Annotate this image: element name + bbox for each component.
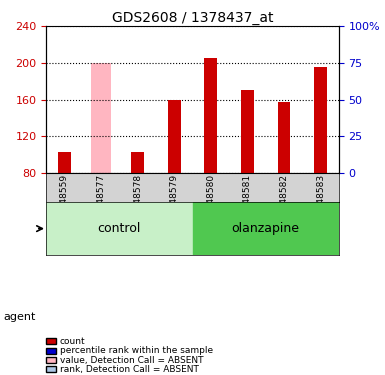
Bar — [192, 202, 339, 255]
Text: GSM48579: GSM48579 — [170, 174, 179, 223]
Text: olanzapine: olanzapine — [232, 222, 300, 235]
Text: GSM48559: GSM48559 — [60, 174, 69, 223]
Text: count: count — [60, 337, 85, 346]
Text: value, Detection Call = ABSENT: value, Detection Call = ABSENT — [60, 356, 203, 364]
Text: GSM48583: GSM48583 — [316, 174, 325, 223]
Text: GSM48582: GSM48582 — [280, 174, 288, 223]
Bar — [241, 90, 254, 173]
Text: control: control — [98, 222, 141, 235]
Text: GSM48581: GSM48581 — [243, 174, 252, 223]
Bar — [131, 152, 144, 173]
Text: GDS2608 / 1378437_at: GDS2608 / 1378437_at — [112, 11, 273, 25]
Bar — [314, 67, 327, 173]
Bar — [278, 102, 290, 173]
Text: GSM48578: GSM48578 — [133, 174, 142, 223]
Text: GSM48580: GSM48580 — [206, 174, 215, 223]
Text: percentile rank within the sample: percentile rank within the sample — [60, 346, 213, 355]
Bar — [168, 100, 181, 173]
Bar — [92, 63, 110, 173]
Text: rank, Detection Call = ABSENT: rank, Detection Call = ABSENT — [60, 365, 199, 374]
Bar — [204, 58, 217, 173]
Text: GSM48577: GSM48577 — [97, 174, 105, 223]
Text: agent: agent — [4, 312, 36, 322]
Bar — [58, 152, 71, 173]
Bar — [46, 202, 192, 255]
